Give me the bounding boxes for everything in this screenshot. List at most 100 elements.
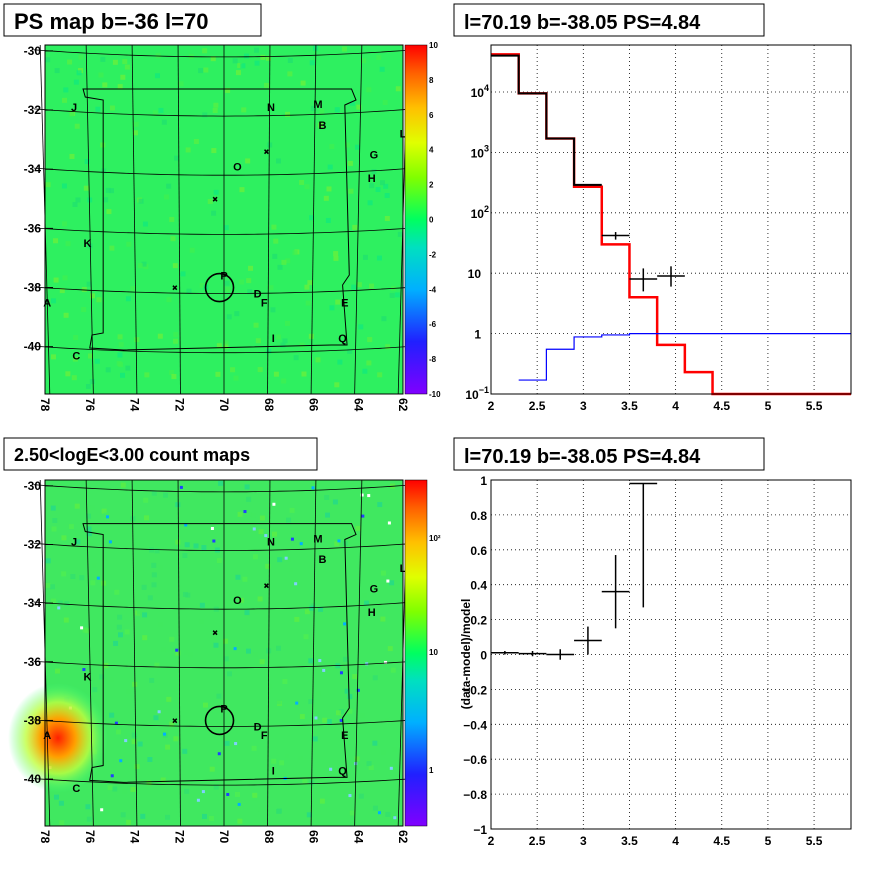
p1-pixel bbox=[239, 279, 245, 285]
p1-pixel bbox=[71, 375, 77, 381]
p3-pixel bbox=[324, 494, 330, 500]
p1-pixel bbox=[166, 297, 172, 303]
p1-source-label-M: M bbox=[313, 99, 322, 111]
p1-pixel bbox=[109, 105, 115, 111]
p1-cross-marker: × bbox=[264, 147, 269, 156]
p1-pixel bbox=[62, 221, 68, 227]
p3-pixel bbox=[309, 605, 315, 611]
p1-pixel bbox=[319, 108, 325, 114]
p1-source-label-Q: Q bbox=[338, 333, 347, 345]
p1-source-label-E: E bbox=[341, 297, 348, 309]
p3-pixel bbox=[126, 819, 132, 825]
p3-count-pixel bbox=[393, 816, 397, 820]
p3-count-pixel bbox=[226, 792, 230, 796]
p3-pixel bbox=[250, 512, 256, 518]
p3-count-pixel bbox=[311, 486, 315, 490]
p1-pixel bbox=[144, 372, 150, 378]
p1-pixel bbox=[109, 245, 115, 251]
p1-pixel bbox=[367, 337, 373, 343]
p1-pixel bbox=[152, 110, 158, 116]
p3-source-label-E: E bbox=[341, 730, 348, 742]
p3-count-pixel bbox=[80, 626, 84, 630]
p3-count-pixel bbox=[119, 759, 123, 763]
p1-pixel bbox=[54, 68, 60, 74]
p3-pixel bbox=[45, 558, 51, 564]
p3-lon-line bbox=[354, 479, 363, 827]
p1-pixel bbox=[45, 182, 51, 188]
p3-pixel bbox=[360, 713, 366, 719]
p1-pixel bbox=[137, 263, 143, 269]
p1-pixel bbox=[62, 275, 68, 281]
p3-pixel bbox=[182, 552, 188, 558]
p3-pixel bbox=[137, 777, 143, 783]
p1-xtick-label: 74 bbox=[128, 398, 142, 412]
p1-colorbar-tick-label: 10 bbox=[429, 41, 438, 50]
p3-pixel bbox=[86, 513, 92, 519]
p3-pixel bbox=[252, 796, 258, 802]
p3-pixel bbox=[312, 736, 318, 742]
p3-pixel bbox=[318, 606, 324, 612]
p3-pixel bbox=[142, 612, 148, 618]
p1-pixel bbox=[310, 105, 316, 111]
p3-pixel bbox=[216, 558, 222, 564]
panel3-title-box bbox=[3, 437, 318, 471]
p1-source-label-G: G bbox=[370, 149, 379, 161]
p1-pixel bbox=[76, 70, 82, 76]
p1-pixel bbox=[198, 68, 204, 74]
p3-count-pixel bbox=[252, 527, 256, 531]
p3-pixel bbox=[169, 687, 175, 693]
p3-count-pixel bbox=[337, 539, 341, 543]
p1-pixel bbox=[83, 185, 89, 191]
p2-series-0 bbox=[491, 53, 851, 396]
p1-xtick-label: 68 bbox=[262, 398, 276, 412]
p3-pixel bbox=[385, 811, 391, 817]
p1-pixel bbox=[352, 224, 358, 230]
p1-pixel bbox=[276, 334, 282, 340]
p3-pixel bbox=[334, 541, 340, 547]
p3-pixel bbox=[252, 792, 258, 798]
p3-count-pixel bbox=[157, 710, 161, 714]
p3-pixel bbox=[151, 572, 157, 578]
p3-lon-line bbox=[177, 479, 181, 827]
p3-pixel bbox=[315, 691, 321, 697]
p3-pixel bbox=[117, 632, 123, 638]
p1-pixel bbox=[53, 238, 59, 244]
p3-pixel bbox=[149, 677, 155, 683]
p1-ytick-label: -34 bbox=[24, 162, 42, 176]
p2-xtick-label: 5 bbox=[765, 399, 772, 413]
p3-pixel bbox=[50, 598, 56, 604]
p3-pixel bbox=[297, 755, 303, 761]
p1-pixel bbox=[317, 122, 323, 128]
p1-pixel bbox=[341, 46, 347, 52]
p3-pixel bbox=[350, 648, 356, 654]
p3-count-pixel bbox=[348, 794, 352, 798]
p3-source-label-M: M bbox=[313, 534, 322, 546]
p3-count-pixel bbox=[272, 502, 276, 506]
p4-ytick-label: −0.6 bbox=[463, 753, 487, 767]
p1-pixel bbox=[185, 147, 191, 153]
p3-pixel bbox=[142, 635, 148, 641]
p3-pixel bbox=[286, 517, 292, 523]
p1-pixel bbox=[169, 216, 175, 222]
p1-pixel bbox=[273, 238, 279, 244]
p3-count-pixel bbox=[318, 659, 322, 663]
p3-roi-outline bbox=[82, 523, 357, 783]
p3-pixel bbox=[361, 593, 367, 599]
p3-pixel bbox=[210, 544, 216, 550]
p3-pixel bbox=[169, 636, 175, 642]
p1-pixel bbox=[161, 119, 167, 125]
p1-pixel bbox=[102, 82, 108, 88]
p3-xtick-label: 72 bbox=[172, 830, 186, 844]
p3-pixel bbox=[140, 813, 146, 819]
p3-pixel bbox=[306, 812, 312, 818]
p3-pixel bbox=[308, 699, 314, 705]
p3-ytick-label: -34 bbox=[24, 596, 42, 610]
p3-pixel bbox=[203, 702, 209, 708]
p1-source-label-A: A bbox=[43, 297, 51, 309]
p3-pixel bbox=[49, 584, 55, 590]
p3-pixel bbox=[233, 725, 239, 731]
p1-pixel bbox=[59, 288, 65, 294]
p3-pixel bbox=[226, 671, 232, 677]
p3-count-pixel bbox=[386, 579, 390, 583]
p3-pixel bbox=[154, 662, 160, 668]
